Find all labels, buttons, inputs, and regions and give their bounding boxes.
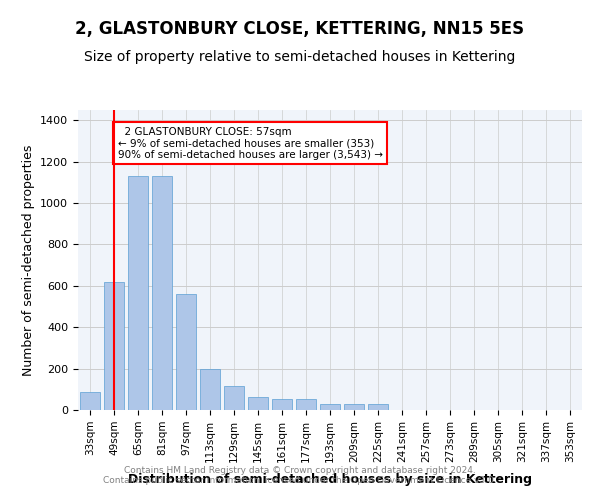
Bar bbox=[104, 282, 124, 410]
Text: Size of property relative to semi-detached houses in Kettering: Size of property relative to semi-detach… bbox=[85, 50, 515, 64]
Bar bbox=[176, 294, 196, 410]
Bar bbox=[296, 398, 316, 410]
Text: 2, GLASTONBURY CLOSE, KETTERING, NN15 5ES: 2, GLASTONBURY CLOSE, KETTERING, NN15 5E… bbox=[76, 20, 524, 38]
X-axis label: Distribution of semi-detached houses by size in Kettering: Distribution of semi-detached houses by … bbox=[128, 473, 532, 486]
Bar bbox=[320, 404, 340, 410]
Bar bbox=[128, 176, 148, 410]
Text: Contains HM Land Registry data © Crown copyright and database right 2024.
Contai: Contains HM Land Registry data © Crown c… bbox=[103, 466, 497, 485]
Bar bbox=[224, 386, 244, 410]
Bar bbox=[200, 368, 220, 410]
Text: 2 GLASTONBURY CLOSE: 57sqm
← 9% of semi-detached houses are smaller (353)
90% of: 2 GLASTONBURY CLOSE: 57sqm ← 9% of semi-… bbox=[118, 126, 383, 160]
Bar bbox=[368, 404, 388, 410]
Bar bbox=[152, 176, 172, 410]
Bar bbox=[344, 404, 364, 410]
Y-axis label: Number of semi-detached properties: Number of semi-detached properties bbox=[22, 144, 35, 376]
Bar bbox=[272, 398, 292, 410]
Bar bbox=[80, 392, 100, 410]
Bar bbox=[248, 396, 268, 410]
